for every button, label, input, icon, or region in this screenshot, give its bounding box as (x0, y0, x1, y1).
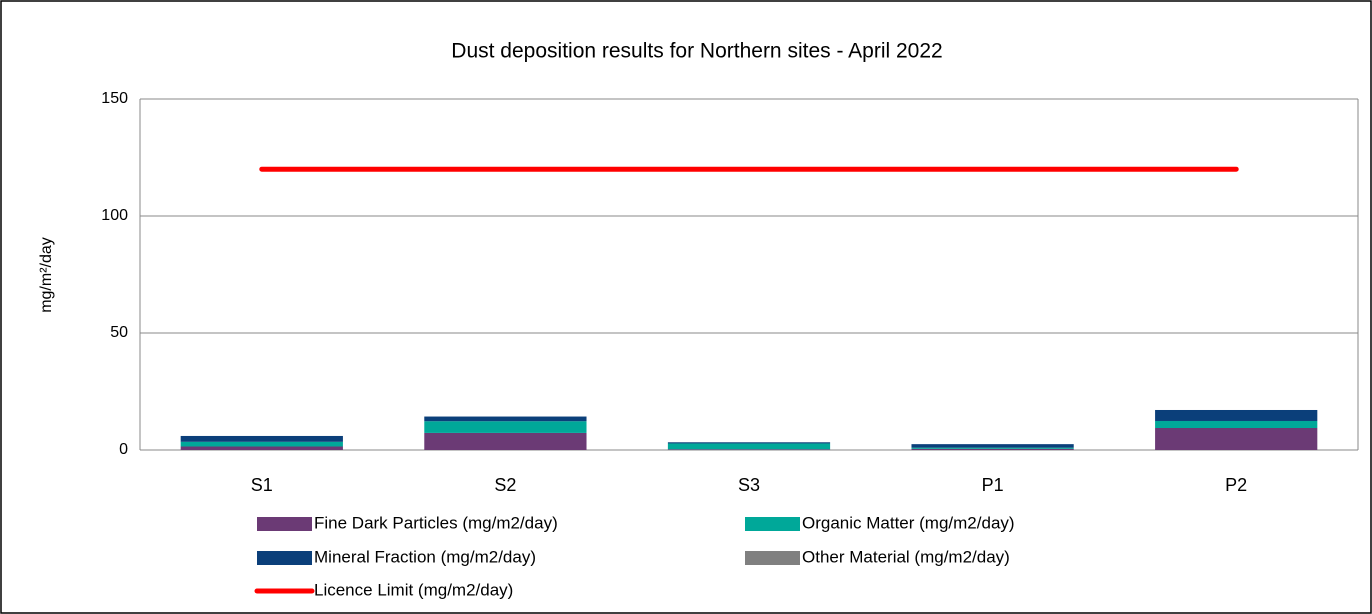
bar-segment (180, 435, 343, 442)
bar-segment (424, 432, 587, 450)
bar-segment (667, 442, 831, 444)
legend-label: Other Material (mg/m2/day) (802, 547, 1010, 566)
legend-label: Organic Matter (mg/m2/day) (802, 513, 1015, 532)
y-tick-label: 50 (110, 324, 128, 341)
legend-swatch (745, 517, 800, 531)
bar-segment (424, 416, 587, 422)
legend-label: Licence Limit (mg/m2/day) (314, 580, 513, 599)
bar-segment (1155, 420, 1318, 429)
legend-label: Mineral Fraction (mg/m2/day) (314, 547, 536, 566)
y-tick-label: 0 (119, 441, 128, 458)
y-axis-label: mg/m²/day (38, 237, 55, 313)
bar-segment (180, 446, 343, 450)
x-tick-label: S2 (494, 475, 516, 495)
legend-swatch (257, 551, 312, 565)
y-tick-label: 150 (101, 90, 128, 107)
x-tick-label: S3 (738, 475, 760, 495)
legend-swatch (745, 551, 800, 565)
bar-segment (911, 444, 1074, 448)
legend-swatch (257, 517, 312, 531)
bar-segment (1155, 409, 1318, 421)
bar-segment (424, 421, 587, 433)
x-tick-label: P2 (1225, 475, 1247, 495)
bar-segment (911, 447, 1074, 449)
bar-segment (667, 449, 831, 450)
bar-segment (667, 443, 831, 450)
chart-title: Dust deposition results for Northern sit… (451, 40, 942, 63)
bar-segment (1155, 428, 1318, 450)
bar-segment (911, 448, 1074, 450)
bar-segment (180, 441, 343, 447)
y-tick-label: 100 (101, 207, 128, 224)
x-tick-label: S1 (251, 475, 273, 495)
legend-label: Fine Dark Particles (mg/m2/day) (314, 513, 558, 532)
x-tick-label: P1 (982, 475, 1004, 495)
